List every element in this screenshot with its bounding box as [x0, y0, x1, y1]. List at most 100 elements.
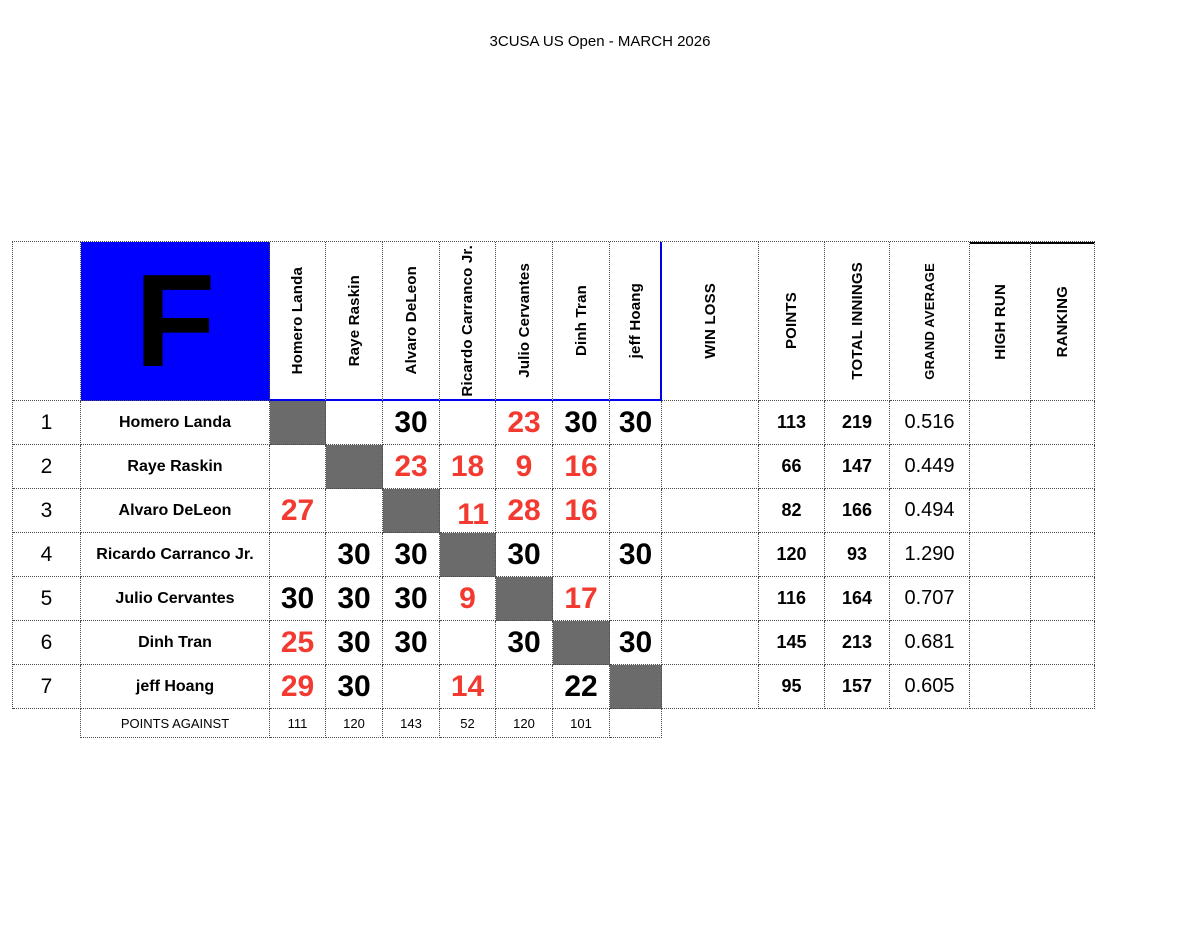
score-cell[interactable]: 28 — [496, 489, 553, 533]
points-against-label-cell[interactable]: POINTS AGAINST — [81, 709, 270, 738]
col-header-grand-average[interactable]: GRAND AVERAGE — [890, 242, 970, 401]
player-name-cell[interactable]: Dinh Tran — [81, 621, 270, 665]
score-cell[interactable]: 30 — [383, 401, 440, 445]
diagonal-cell[interactable] — [440, 533, 496, 577]
player-name-cell[interactable]: Ricardo Carranco Jr. — [81, 533, 270, 577]
col-header-alvaro-deleon[interactable]: Alvaro DeLeon — [383, 242, 440, 401]
diagonal-cell[interactable] — [553, 621, 610, 665]
score-cell[interactable]: 23 — [496, 401, 553, 445]
grand-average-cell[interactable]: 0.681 — [890, 621, 970, 665]
score-cell[interactable]: 14 — [440, 665, 496, 709]
score-cell[interactable]: 25 — [270, 621, 326, 665]
col-header-ranking[interactable]: RANKING — [1031, 242, 1095, 401]
group-letter-cell[interactable]: F — [81, 242, 270, 401]
win-loss-cell[interactable] — [662, 401, 759, 445]
win-loss-cell[interactable] — [662, 489, 759, 533]
points-cell[interactable]: 116 — [759, 577, 825, 621]
diagonal-cell[interactable] — [610, 665, 662, 709]
score-cell[interactable] — [270, 445, 326, 489]
ranking-cell[interactable] — [1031, 665, 1095, 709]
ranking-cell[interactable] — [1031, 621, 1095, 665]
score-cell[interactable]: 30 — [553, 401, 610, 445]
score-cell[interactable]: 18 — [440, 445, 496, 489]
score-cell[interactable]: 30 — [496, 533, 553, 577]
total-innings-cell[interactable]: 213 — [825, 621, 890, 665]
grand-average-cell[interactable]: 0.449 — [890, 445, 970, 489]
high-run-cell[interactable] — [970, 489, 1031, 533]
player-name-cell[interactable]: Alvaro DeLeon — [81, 489, 270, 533]
score-cell[interactable]: 17 — [553, 577, 610, 621]
player-name-cell[interactable]: Homero Landa — [81, 401, 270, 445]
diagonal-cell[interactable] — [270, 401, 326, 445]
score-cell[interactable] — [440, 621, 496, 665]
points-cell[interactable]: 95 — [759, 665, 825, 709]
col-header-high-run[interactable]: HIGH RUN — [970, 242, 1031, 401]
score-cell[interactable] — [270, 533, 326, 577]
score-cell[interactable]: 11 — [440, 489, 496, 533]
total-innings-cell[interactable]: 157 — [825, 665, 890, 709]
win-loss-cell[interactable] — [662, 621, 759, 665]
total-innings-cell[interactable]: 219 — [825, 401, 890, 445]
score-cell[interactable]: 30 — [326, 621, 383, 665]
grand-average-cell[interactable]: 0.516 — [890, 401, 970, 445]
score-cell[interactable] — [326, 489, 383, 533]
row-number-cell[interactable]: 6 — [13, 621, 81, 665]
score-cell[interactable] — [610, 445, 662, 489]
score-cell[interactable]: 16 — [553, 445, 610, 489]
points-cell[interactable]: 66 — [759, 445, 825, 489]
score-cell[interactable] — [383, 665, 440, 709]
score-cell[interactable]: 30 — [610, 533, 662, 577]
score-cell[interactable]: 30 — [496, 621, 553, 665]
row-number-cell[interactable]: 1 — [13, 401, 81, 445]
score-cell[interactable]: 23 — [383, 445, 440, 489]
high-run-cell[interactable] — [970, 665, 1031, 709]
score-cell[interactable]: 30 — [383, 533, 440, 577]
score-cell[interactable]: 30 — [610, 621, 662, 665]
ranking-cell[interactable] — [1031, 401, 1095, 445]
grand-average-cell[interactable]: 0.605 — [890, 665, 970, 709]
points-against-cell[interactable] — [610, 709, 662, 738]
diagonal-cell[interactable] — [496, 577, 553, 621]
ranking-cell[interactable] — [1031, 445, 1095, 489]
points-against-cell[interactable]: 120 — [496, 709, 553, 738]
col-header-homero-landa[interactable]: Homero Landa — [270, 242, 326, 401]
ranking-cell[interactable] — [1031, 533, 1095, 577]
col-header-dinh-tran[interactable]: Dinh Tran — [553, 242, 610, 401]
high-run-cell[interactable] — [970, 401, 1031, 445]
col-header-jeff-hoang[interactable]: jeff Hoang — [610, 242, 662, 401]
row-number-cell[interactable]: 4 — [13, 533, 81, 577]
diagonal-cell[interactable] — [326, 445, 383, 489]
score-cell[interactable]: 9 — [496, 445, 553, 489]
player-name-cell[interactable]: Julio Cervantes — [81, 577, 270, 621]
score-cell[interactable]: 30 — [383, 577, 440, 621]
score-cell[interactable]: 9 — [440, 577, 496, 621]
score-cell[interactable]: 29 — [270, 665, 326, 709]
ranking-cell[interactable] — [1031, 489, 1095, 533]
score-cell[interactable] — [496, 665, 553, 709]
row-number-cell[interactable]: 3 — [13, 489, 81, 533]
score-cell[interactable] — [326, 401, 383, 445]
high-run-cell[interactable] — [970, 577, 1031, 621]
score-cell[interactable]: 30 — [270, 577, 326, 621]
points-cell[interactable]: 82 — [759, 489, 825, 533]
score-cell[interactable] — [610, 489, 662, 533]
score-cell[interactable]: 30 — [610, 401, 662, 445]
score-cell[interactable]: 30 — [383, 621, 440, 665]
grand-average-cell[interactable]: 0.707 — [890, 577, 970, 621]
points-against-cell[interactable]: 101 — [553, 709, 610, 738]
points-cell[interactable]: 113 — [759, 401, 825, 445]
score-cell[interactable] — [610, 577, 662, 621]
player-name-cell[interactable]: Raye Raskin — [81, 445, 270, 489]
score-cell[interactable]: 30 — [326, 577, 383, 621]
win-loss-cell[interactable] — [662, 533, 759, 577]
points-against-cell[interactable]: 143 — [383, 709, 440, 738]
win-loss-cell[interactable] — [662, 577, 759, 621]
score-cell[interactable]: 22 — [553, 665, 610, 709]
col-header-julio-cervantes[interactable]: Julio Cervantes — [496, 242, 553, 401]
win-loss-cell[interactable] — [662, 665, 759, 709]
total-innings-cell[interactable]: 147 — [825, 445, 890, 489]
col-header-raye-raskin[interactable]: Raye Raskin — [326, 242, 383, 401]
total-innings-cell[interactable]: 93 — [825, 533, 890, 577]
row-number-cell[interactable]: 2 — [13, 445, 81, 489]
score-cell[interactable]: 30 — [326, 665, 383, 709]
